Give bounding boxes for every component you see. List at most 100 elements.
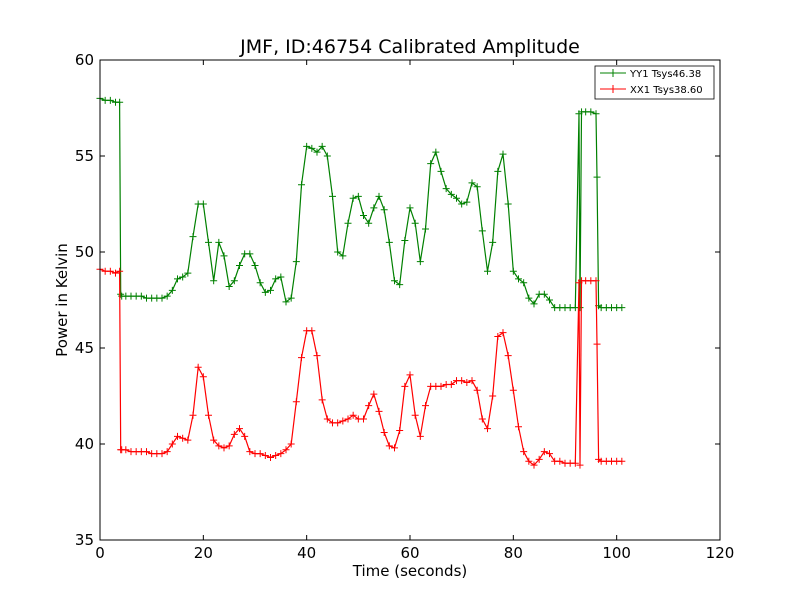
data-point-xx1 (576, 461, 584, 469)
data-point-xx1 (189, 411, 197, 419)
data-point-yy1 (215, 238, 223, 246)
data-point-xx1 (396, 427, 404, 435)
data-point-yy1 (303, 142, 311, 150)
data-point-yy1 (277, 273, 285, 281)
data-point-xx1 (509, 386, 517, 394)
data-point-yy1 (437, 167, 445, 175)
legend-marker-yy1 (609, 69, 617, 77)
data-point-yy1 (349, 194, 357, 202)
data-point-xx1 (484, 425, 491, 433)
data-point-xx1 (267, 453, 274, 461)
data-point-yy1 (489, 238, 497, 246)
data-point-xx1 (478, 415, 486, 423)
data-point-xx1 (287, 440, 295, 448)
data-point-yy1 (396, 281, 404, 289)
data-point-xx1 (282, 446, 290, 454)
data-point-yy1 (593, 173, 601, 181)
data-point-xx1 (473, 386, 481, 394)
x-tick-label: 20 (194, 544, 213, 562)
data-point-yy1 (422, 225, 429, 233)
data-point-xx1 (318, 396, 326, 404)
data-point-xx1 (308, 327, 316, 335)
x-tick-label: 80 (504, 544, 523, 562)
data-point-yy1 (168, 286, 176, 294)
y-axis-label: Power in Kelvin (53, 243, 71, 357)
data-point-yy1 (540, 290, 548, 298)
data-point-yy1 (468, 179, 476, 187)
data-point-xx1 (489, 392, 497, 400)
data-point-xx1 (334, 419, 342, 427)
data-point-yy1 (246, 250, 254, 258)
data-point-xx1 (199, 373, 207, 381)
data-point-xx1 (236, 425, 243, 433)
data-point-xx1 (210, 436, 218, 444)
data-point-yy1 (199, 200, 207, 208)
data-point-xx1 (463, 379, 471, 387)
data-point-xx1 (184, 436, 192, 444)
data-point-xx1 (370, 390, 378, 398)
data-point-yy1 (416, 258, 424, 266)
data-point-xx1 (298, 354, 305, 362)
data-point-yy1 (272, 275, 280, 283)
data-point-yy1 (375, 192, 383, 200)
data-point-xx1 (168, 440, 176, 448)
data-point-yy1 (509, 267, 517, 275)
data-point-yy1 (515, 275, 522, 283)
data-point-xx1 (360, 415, 367, 423)
y-tick-label: 35 (75, 531, 94, 549)
data-point-xx1 (339, 417, 347, 425)
data-point-yy1 (458, 200, 466, 208)
data-point-yy1 (525, 294, 533, 302)
data-point-yy1 (292, 258, 300, 266)
x-tick-label: 60 (400, 544, 419, 562)
data-point-xx1 (468, 377, 476, 385)
data-point-yy1 (261, 288, 269, 296)
data-point-xx1 (225, 442, 233, 450)
data-point-yy1 (334, 248, 342, 256)
data-point-yy1 (360, 212, 367, 220)
data-point-xx1 (349, 411, 357, 419)
x-axis-label: Time (seconds) (352, 562, 468, 580)
data-point-yy1 (308, 144, 316, 152)
plot-area (100, 60, 720, 540)
data-point-xx1 (499, 329, 507, 337)
data-point-yy1 (116, 98, 124, 106)
data-point-xx1 (292, 398, 300, 406)
data-point-yy1 (530, 300, 538, 308)
data-point-xx1 (344, 415, 352, 423)
data-point-yy1 (453, 194, 460, 202)
data-point-xx1 (241, 432, 249, 440)
data-point-yy1 (432, 148, 440, 156)
data-point-xx1 (174, 432, 181, 440)
data-point-xx1 (122, 446, 130, 454)
data-point-yy1 (339, 252, 347, 260)
data-point-xx1 (504, 352, 512, 360)
data-point-xx1 (515, 423, 522, 431)
data-point-yy1 (174, 275, 181, 283)
data-point-xx1 (215, 442, 223, 450)
data-point-xx1 (618, 457, 626, 465)
data-point-yy1 (163, 292, 171, 300)
data-point-yy1 (313, 148, 321, 156)
data-point-yy1 (411, 219, 419, 227)
data-point-yy1 (385, 238, 393, 246)
data-point-xx1 (447, 380, 455, 388)
data-point-yy1 (236, 261, 243, 269)
data-point-yy1 (318, 142, 326, 150)
data-point-yy1 (137, 292, 145, 300)
data-point-yy1 (354, 192, 362, 200)
data-point-yy1 (256, 279, 264, 287)
data-point-xx1 (571, 459, 579, 467)
legend: YY1 Tsys46.38 XX1 Tsys38.60 (594, 65, 715, 100)
data-point-yy1 (251, 261, 259, 269)
data-point-xx1 (205, 411, 212, 419)
data-point-yy1 (230, 277, 238, 285)
data-point-yy1 (344, 219, 352, 227)
data-point-xx1 (411, 411, 419, 419)
data-point-xx1 (535, 455, 543, 463)
data-point-yy1 (365, 219, 373, 227)
data-point-yy1 (205, 238, 212, 246)
data-point-yy1 (401, 236, 409, 244)
data-point-xx1 (458, 377, 466, 385)
data-point-yy1 (106, 96, 114, 104)
